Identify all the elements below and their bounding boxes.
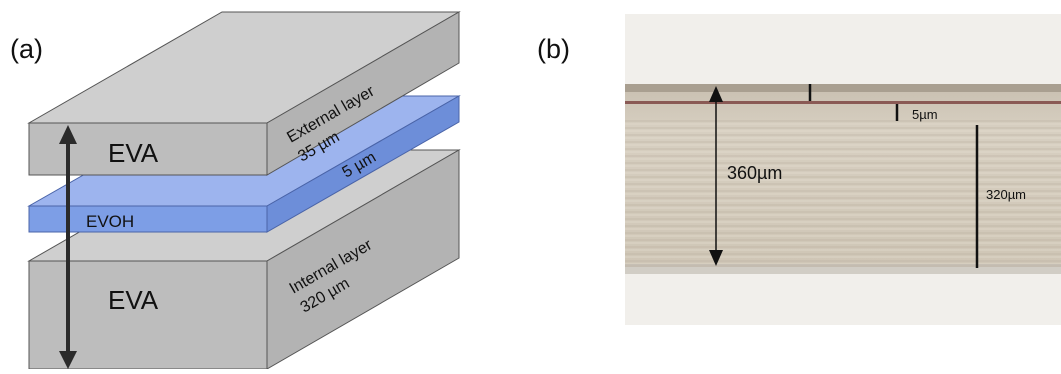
panel-b-label: (b) <box>537 34 570 64</box>
total-thickness-label: 360µm <box>727 163 782 183</box>
film-striations <box>625 120 1061 267</box>
panel-a: (a) EVA Internal layer 320 µm EVOH 5 µm <box>10 11 461 370</box>
evoh-label: EVOH <box>86 212 134 231</box>
micrograph: 360µm 5µm 320µm <box>625 14 1061 325</box>
micro-arrow-head-down <box>709 250 723 266</box>
arrow-head-down <box>59 351 77 369</box>
micro-total-arrow <box>709 86 723 266</box>
thin-layer-line <box>625 101 1061 104</box>
evoh-front-face <box>28 205 268 233</box>
panel-b: (b) 360µm 5µm 320µm <box>537 14 1061 325</box>
top-eva-block: EVA External layer 35 µm <box>27 11 461 176</box>
top-eva-label: EVA <box>108 138 159 168</box>
film-top-edge <box>625 84 1061 92</box>
film-bottom-shadow <box>625 264 1061 274</box>
arrow-head-up <box>59 125 77 144</box>
bottom-eva-label: EVA <box>108 285 159 315</box>
thin-layer-label: 5µm <box>912 107 938 122</box>
panel-a-label: (a) <box>10 34 43 64</box>
total-thickness-arrow <box>59 125 77 369</box>
thick-layer-label: 320µm <box>986 187 1026 202</box>
micro-arrow-head-up <box>709 86 723 102</box>
